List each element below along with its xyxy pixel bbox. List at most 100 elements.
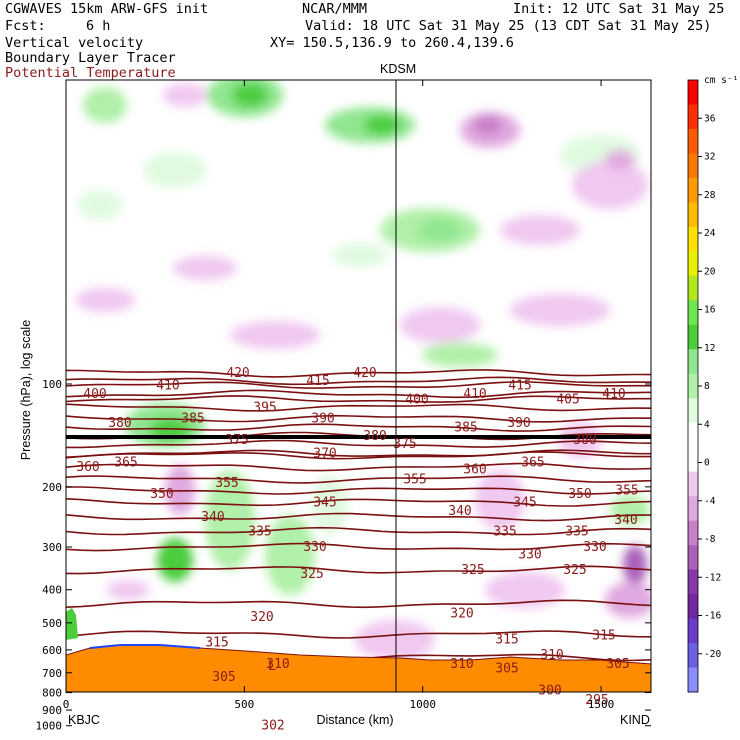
- isentrope-label-420: 420: [226, 366, 249, 381]
- isentrope-label-320: 320: [450, 607, 473, 622]
- isentrope-label-370: 370: [313, 447, 336, 462]
- colorbar-swatch: [688, 300, 698, 326]
- isentrope-label-340: 340: [448, 504, 471, 519]
- colorbar-swatch: [688, 324, 698, 350]
- fcst-label: Fcst:: [5, 18, 46, 34]
- isentrope-325: [66, 565, 651, 575]
- colorbar-swatch: [688, 275, 698, 301]
- colorbar-swatch: [688, 80, 698, 105]
- colorbar-swatch: [688, 667, 698, 693]
- colorbar-swatch: [688, 177, 698, 203]
- colorbar-swatch: [688, 153, 698, 179]
- isentrope-label-375: 375: [393, 437, 416, 452]
- isentrope-420: [66, 369, 651, 378]
- colorbar-tick-label: -8: [704, 534, 716, 545]
- isentrope-345: [66, 498, 651, 507]
- isentrope-label-325: 325: [563, 563, 586, 578]
- isentrope-labels: 400 410 420 415 420 395 390 380 385 375 370 380 375 4…: [76, 366, 638, 733]
- isentrope-395: [66, 403, 651, 412]
- isentrope-label-315: 315: [495, 633, 518, 648]
- colorbar-swatch: [688, 447, 698, 473]
- isentrope-label-390: 390: [507, 416, 530, 431]
- isentrope-label-380: 380: [108, 416, 131, 431]
- isentrope-label-385: 385: [454, 420, 477, 435]
- isentrope-335: [66, 526, 651, 536]
- colorbar-tick-label: 16: [704, 305, 716, 316]
- y-axis: 100 200 300 400 500 600 700 800 900 1000: [36, 378, 651, 733]
- isentrope-label-375: 375: [225, 433, 248, 448]
- colorbar-swatch: [688, 594, 698, 620]
- xy-coordinates: XY= 150.5,136.9 to 260.4,139.6: [270, 35, 514, 51]
- colorbar-tick-label: 36: [704, 113, 716, 124]
- colorbar-swatch: [688, 226, 698, 252]
- isentrope-410: [66, 381, 651, 389]
- colorbar-swatch: [688, 104, 698, 130]
- isentrope-label-350: 350: [568, 487, 591, 502]
- isentrope-label-405: 405: [556, 392, 579, 407]
- isentrope-label-300: 300: [538, 684, 561, 699]
- isentrope-400: [66, 389, 651, 399]
- x-axis: 0 500 1000 1500: [63, 80, 615, 711]
- isentrope-label-355: 355: [615, 484, 638, 499]
- y-tick-label: 1000: [36, 720, 63, 733]
- init-time: Init: 12 UTC Sat 31 May 25: [513, 1, 725, 17]
- vertical-velocity-field: [75, 80, 651, 660]
- isentrope-label-360: 360: [76, 460, 99, 475]
- isentrope-label-350: 350: [150, 487, 173, 502]
- y-tick-label: 300: [42, 541, 62, 554]
- colorbar-tick-label: 4: [704, 419, 710, 430]
- colorbar-tick-label: 32: [704, 152, 715, 163]
- isentrope-label-415: 415: [508, 378, 531, 393]
- colorbar-unit: cm s⁻¹: [704, 75, 738, 86]
- isentrope-label-310: 310: [540, 648, 563, 663]
- station-kind: KIND: [620, 713, 650, 727]
- y-tick-label: 600: [42, 644, 62, 657]
- colorbar-swatch: [688, 349, 698, 375]
- isentrope-label-330: 330: [303, 540, 326, 555]
- x-tick-label: 1500: [588, 698, 615, 711]
- fcst-value: 6 h: [86, 18, 111, 34]
- isentrope-label-315: 315: [592, 629, 615, 644]
- isentrope-390: [66, 414, 651, 423]
- isentrope-360: [66, 462, 651, 472]
- isentrope-label-305: 305: [606, 657, 629, 672]
- isentrope-label-400: 400: [405, 392, 428, 407]
- org-label: NCAR/MMM: [302, 1, 368, 17]
- isentrope-label-415: 415: [306, 374, 329, 389]
- colorbar-swatch: [688, 569, 698, 595]
- x-axis-title: Distance (km): [316, 713, 393, 727]
- colorbar-swatch: [688, 643, 698, 669]
- colorbar-swatch: [688, 202, 698, 228]
- isentrope-label-385: 385: [181, 411, 204, 426]
- isentrope-label-335: 335: [248, 524, 271, 539]
- isentrope-365: [66, 451, 651, 460]
- isentrope-label-410: 410: [156, 378, 179, 393]
- x-tick-label: 0: [63, 698, 70, 711]
- isentrope-lines: [66, 369, 651, 703]
- isentrope-label-315: 315: [205, 635, 228, 650]
- isentrope-320: [66, 599, 651, 609]
- isentrope-label-395: 395: [253, 400, 276, 415]
- isentrope-label-380: 380: [573, 433, 596, 448]
- isentrope-label-420: 420: [353, 366, 376, 381]
- y-tick-label: 800: [42, 687, 62, 700]
- colorbar-swatch: [688, 398, 698, 424]
- isentrope-label-400: 400: [83, 387, 106, 402]
- isentrope-355: [66, 475, 651, 484]
- isentrope-label-335: 335: [565, 524, 588, 539]
- isentrope-label-310: 310: [450, 657, 473, 672]
- colorbar-swatch: [688, 471, 698, 497]
- isentrope-385: [66, 423, 651, 432]
- isentrope-295: [66, 696, 651, 703]
- isentrope-340: [66, 512, 651, 522]
- isentrope-label-345: 345: [313, 495, 336, 510]
- isentrope-label-310: 310: [266, 657, 289, 672]
- isentrope-label-345: 345: [513, 495, 536, 510]
- isentrope-330: [66, 542, 651, 552]
- colorbar-tick-label: -12: [704, 572, 721, 583]
- terrain-edge: [89, 644, 201, 649]
- colorbar-swatch: [688, 545, 698, 571]
- colorbar-tick-label: 28: [704, 190, 716, 201]
- isentrope-label-330: 330: [518, 547, 541, 562]
